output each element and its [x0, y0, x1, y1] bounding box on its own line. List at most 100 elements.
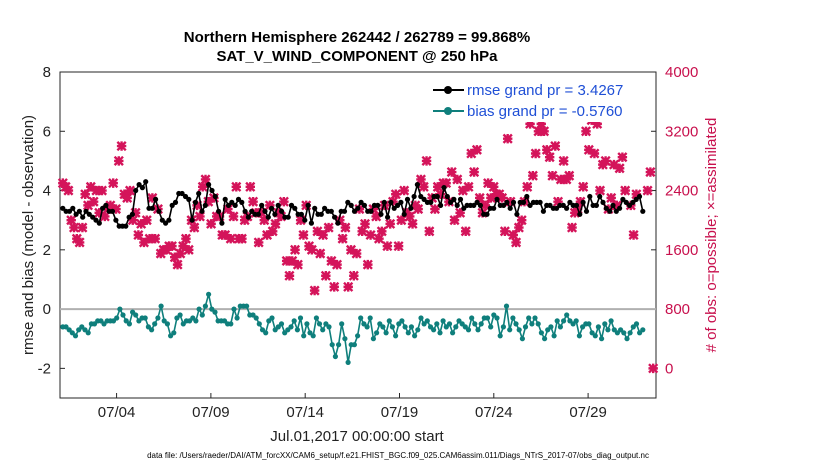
obs-assimilated-marker [351, 248, 362, 259]
rmse-point [375, 202, 381, 208]
bias-point [120, 312, 126, 318]
bias-point [339, 321, 345, 327]
obs-assimilated-marker [429, 204, 440, 215]
obs-assimilated-marker [533, 126, 544, 137]
obs-assimilated-marker [505, 196, 516, 207]
rmse-point [630, 199, 636, 205]
rmse-point [229, 199, 235, 205]
rmse-point [189, 217, 195, 223]
y-axis-label-left: rmse and bias (model - observation) [20, 115, 37, 355]
rmse-point [474, 199, 480, 205]
obs-assimilated-marker [206, 218, 217, 229]
bias-point [342, 336, 348, 342]
obs-assimilated-marker [80, 189, 91, 200]
rmse-point [607, 208, 613, 214]
rmse-point [312, 205, 318, 211]
obs-assimilated-marker [594, 185, 606, 196]
right-tick-label: 800 [665, 301, 690, 318]
rmse-point [143, 179, 149, 185]
bias-point [126, 321, 132, 327]
obs-assimilated-marker [276, 211, 287, 222]
rmse-point [564, 205, 570, 211]
obs-assimilated-marker [393, 241, 404, 252]
bias-point [573, 318, 579, 324]
bias-point [475, 327, 481, 333]
obs-assimilated-marker [203, 196, 214, 207]
obs-assimilated-marker [365, 229, 376, 241]
rmse-point [83, 208, 89, 214]
rmse-point [123, 223, 129, 229]
obs-assimilated-marker [180, 233, 191, 244]
x-tick-label: 07/14 [286, 404, 324, 421]
obs-assimilated-marker [337, 233, 348, 244]
obs-assimilated-marker [435, 189, 446, 200]
rmse-point [537, 199, 543, 205]
legend-rmse-label: rmse grand pr = 3.4267 [467, 82, 623, 99]
bias-point [465, 327, 472, 333]
obs-assimilated-marker [194, 211, 205, 222]
obs-assimilated-marker [525, 118, 536, 129]
rmse-point [335, 220, 341, 226]
obs-assimilated-marker [110, 204, 122, 215]
bias-point [393, 333, 399, 339]
obs-assimilated-marker [544, 152, 555, 163]
obs-assimilated-marker [466, 148, 477, 159]
bias-point [301, 333, 307, 339]
rmse-point [76, 208, 82, 214]
obs-assimilated-marker [192, 200, 203, 211]
rmse-point [219, 220, 225, 226]
obs-assimilated-marker [133, 229, 144, 241]
rmse-point [540, 208, 547, 214]
x-tick-label: 07/19 [381, 404, 419, 421]
bias-point [336, 342, 342, 348]
obs-assimilated-marker [575, 196, 586, 207]
obs-assimilated-marker [317, 229, 329, 241]
left-tick-label: 8 [43, 64, 51, 81]
data-file-footer: data file: /Users/raeder/DAI/ATM_forcXX/… [147, 451, 649, 460]
x-tick-label: 07/24 [475, 404, 513, 421]
bias-point [402, 324, 408, 330]
bias-point [114, 315, 120, 321]
obs-assimilated-marker [390, 189, 401, 200]
rmse-point [451, 196, 457, 202]
obs-assimilated-marker [516, 215, 527, 226]
obs-assimilated-marker [68, 222, 80, 233]
bias-point [164, 321, 170, 327]
obs-assimilated-marker [94, 207, 105, 218]
obs-assimilated-marker [259, 215, 270, 226]
obs-assimilated-marker [270, 218, 281, 229]
obs-assimilated-marker [558, 155, 569, 166]
obs-assimilated-marker [608, 159, 620, 170]
bias-point [149, 327, 155, 333]
obs-assimilated-marker [334, 215, 345, 226]
rmse-point [587, 193, 593, 200]
obs-assimilated-marker [225, 233, 236, 244]
right-tick-label: 1600 [665, 242, 698, 259]
bias-point [440, 318, 446, 324]
rmse-point [96, 220, 102, 226]
obs-assimilated-marker [611, 200, 622, 211]
bias-point [608, 318, 614, 324]
bias-point [383, 330, 389, 336]
rmse-point [113, 217, 119, 223]
rmse-point [428, 199, 434, 205]
rmse-point [222, 196, 228, 202]
plot-frame [59, 71, 657, 399]
obs-assimilated-marker [256, 207, 267, 218]
bias-point [497, 333, 503, 339]
obs-assimilated-marker [368, 204, 379, 215]
bias-point [415, 327, 421, 333]
bias-point [297, 315, 304, 321]
rmse-point [567, 199, 573, 205]
obs-assimilated-marker [614, 163, 625, 174]
rmse-point [332, 214, 338, 220]
rmse-point [262, 208, 268, 214]
bias-point [212, 309, 218, 315]
bias-point [564, 312, 570, 318]
obs-assimilated-marker [628, 229, 639, 241]
rmse-point [524, 193, 530, 200]
bias-point [133, 312, 139, 318]
rmse-point [322, 205, 328, 211]
rmse-point [421, 196, 427, 202]
